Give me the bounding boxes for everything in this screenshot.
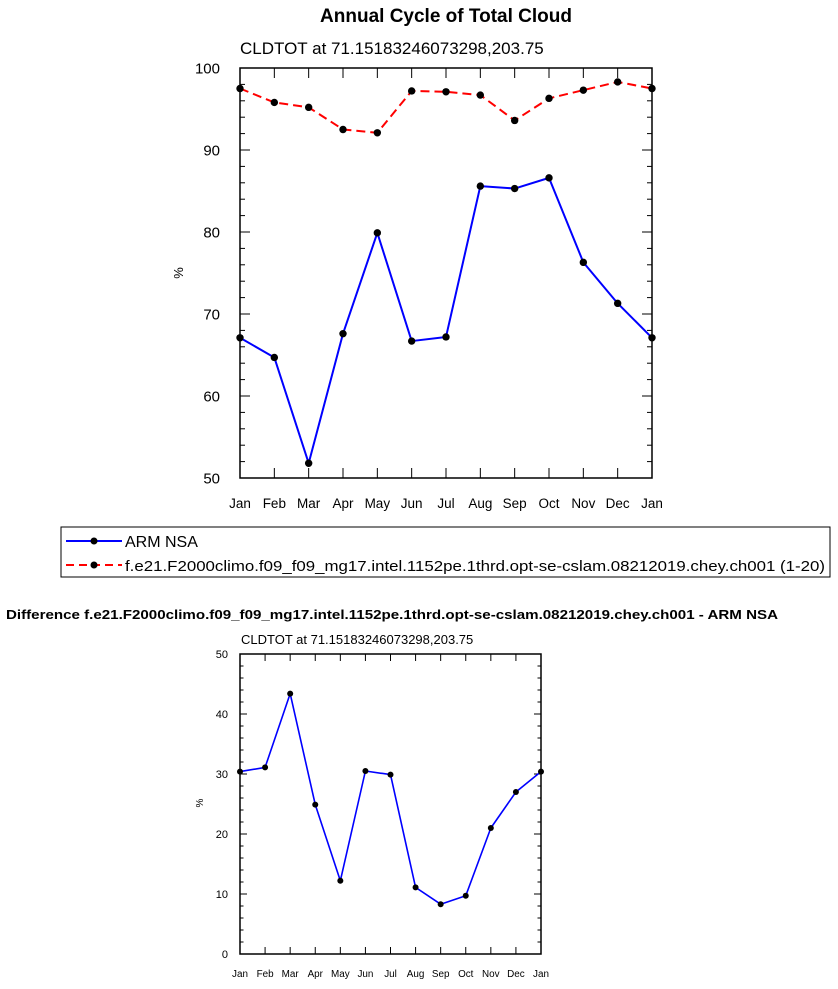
x-tick-label: Nov	[482, 969, 500, 980]
x-tick-label: Sep	[432, 969, 450, 980]
x-tick-label: Jan	[232, 969, 248, 980]
data-point	[387, 771, 394, 778]
y-tick-label: 50	[203, 470, 220, 487]
y-tick-label: 30	[216, 769, 228, 781]
data-point	[613, 78, 622, 86]
x-tick-label: Aug	[407, 969, 425, 980]
chart1-ylabel: %	[171, 267, 186, 279]
x-tick-label: Dec	[606, 496, 630, 511]
y-tick-label: 60	[203, 388, 220, 405]
x-tick-label: Nov	[571, 496, 595, 511]
data-point	[236, 334, 244, 342]
data-point	[270, 353, 279, 362]
legend-marker-model	[90, 561, 98, 569]
data-point	[270, 98, 279, 107]
data-point	[407, 87, 416, 95]
data-point	[339, 329, 347, 338]
data-point	[545, 94, 553, 103]
data-point	[287, 690, 294, 697]
data-point	[442, 88, 450, 96]
plot-frame	[239, 653, 542, 955]
data-point	[362, 768, 369, 774]
data-point	[373, 229, 382, 237]
data-point	[648, 334, 656, 342]
data-point	[237, 768, 243, 775]
x-tick-label: Dec	[507, 969, 525, 980]
data-point	[437, 901, 444, 908]
data-point	[339, 125, 347, 134]
chart1-plot: 50 60 70 80 90 100 Jan Feb Mar Apr May Jun Jul Aug Sep…	[195, 60, 663, 511]
y-tick-label: 10	[216, 889, 228, 901]
x-tick-label: Mar	[297, 496, 321, 511]
data-point	[442, 333, 450, 341]
data-point	[373, 129, 382, 137]
series-line-0	[239, 176, 653, 465]
x-tick-label: Jul	[384, 969, 397, 980]
x-tick-label: Sep	[503, 496, 527, 511]
data-point	[648, 84, 656, 93]
chart1-title: Annual Cycle of Total Cloud	[320, 6, 572, 27]
y-tick-label: 0	[222, 949, 228, 961]
data-point	[462, 892, 469, 899]
data-point	[512, 789, 519, 795]
x-tick-label: Jan	[533, 969, 549, 980]
x-tick-label: Jun	[357, 969, 373, 980]
series-line-0	[239, 692, 542, 906]
plot-frame	[239, 67, 653, 479]
data-point	[510, 184, 519, 193]
x-tick-label: Oct	[538, 496, 559, 511]
data-point	[304, 103, 313, 112]
y-tick-label: 40	[216, 709, 228, 721]
data-point	[412, 884, 419, 891]
data-point	[476, 91, 485, 99]
data-point	[510, 116, 519, 125]
legend-box	[60, 526, 831, 578]
data-point	[407, 337, 416, 345]
data-point	[312, 801, 319, 808]
chart2-title: Difference f.e21.F2000climo.f09_f09_mg17…	[6, 607, 779, 622]
chart2-plot: 0 10 20 30 40 50 Jan Feb Mar Apr May Jun Jul Aug Sep Oc…	[216, 649, 549, 980]
y-tick-label: 50	[216, 649, 228, 661]
data-point	[304, 459, 313, 467]
x-tick-label: Oct	[458, 969, 474, 980]
x-tick-label: Mar	[282, 969, 300, 980]
x-tick-label: Jul	[437, 496, 454, 511]
legend-marker-arm-nsa	[90, 537, 98, 545]
x-tick-label: May	[365, 496, 391, 511]
legend: ARM NSA f.e21.F2000climo.f09_f09_mg17.in…	[60, 526, 831, 578]
y-tick-label: 100	[195, 60, 220, 77]
data-point	[262, 764, 269, 771]
data-point	[487, 825, 494, 831]
legend-label-arm-nsa: ARM NSA	[125, 534, 198, 551]
x-tick-label: Jun	[401, 496, 423, 511]
data-point	[545, 174, 553, 182]
x-tick-label: Jan	[641, 496, 663, 511]
data-point	[579, 86, 588, 94]
data-point	[579, 258, 588, 267]
chart2-subtitle: CLDTOT at 71.15183246073298,203.75	[241, 632, 473, 647]
x-tick-label: Jan	[229, 496, 251, 511]
y-tick-label: 70	[203, 306, 220, 323]
y-tick-label: 20	[216, 829, 228, 841]
x-tick-label: Aug	[468, 496, 492, 511]
x-tick-label: Feb	[263, 496, 286, 511]
x-tick-label: May	[331, 969, 350, 980]
x-tick-label: Apr	[308, 969, 324, 980]
legend-label-model: f.e21.F2000climo.f09_f09_mg17.intel.1152…	[125, 558, 825, 575]
x-tick-label: Feb	[257, 969, 275, 980]
y-tick-label: 80	[203, 224, 220, 241]
data-point	[538, 768, 544, 775]
data-point	[476, 182, 485, 190]
data-point	[613, 299, 622, 308]
data-point	[337, 877, 344, 884]
chart2-ylabel: %	[195, 798, 206, 807]
chart1-subtitle: CLDTOT at 71.15183246073298,203.75	[240, 39, 544, 58]
data-point	[236, 84, 244, 93]
y-tick-label: 90	[203, 142, 220, 159]
x-tick-label: Apr	[332, 496, 354, 511]
